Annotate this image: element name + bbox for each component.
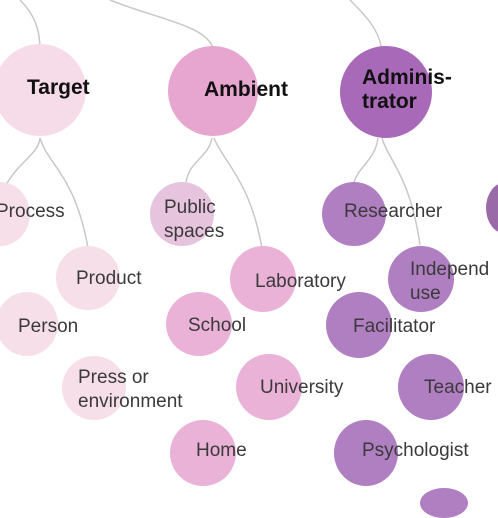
label-product: Product: [76, 268, 142, 289]
node-school: [166, 292, 232, 356]
node-target: [0, 44, 86, 136]
node-public-spaces: [150, 182, 214, 246]
node-independent-use: [388, 246, 454, 312]
node-person: [0, 292, 58, 356]
label-ambient: Ambient: [204, 78, 288, 101]
connector-line: [19, 0, 41, 51]
label-psychologist: Psychologist: [362, 440, 469, 461]
connector-line: [185, 137, 213, 183]
node-laboratory: [230, 246, 296, 312]
node-psychologist: [334, 420, 398, 486]
connector-line: [213, 137, 263, 249]
label-researcher: Researcher: [344, 201, 443, 222]
label-laboratory: Laboratory: [255, 271, 346, 292]
node-university: [236, 354, 302, 420]
node-teacher: [398, 354, 464, 420]
node-partial-bottom: [420, 488, 468, 518]
label-independent-use: Independ use: [410, 259, 490, 304]
label-university: University: [260, 377, 344, 398]
node-researcher: [322, 182, 386, 246]
label-school: School: [188, 315, 247, 336]
connector-lines: [5, 0, 421, 249]
node-partial-right: [486, 182, 498, 234]
label-process: Process: [0, 201, 65, 222]
label-home: Home: [196, 440, 247, 461]
connector-line: [109, 0, 214, 49]
node-product: [56, 246, 120, 310]
connector-line: [5, 137, 41, 186]
label-press: Press or environment: [78, 367, 183, 412]
label-facilitator: Facilitator: [353, 316, 436, 337]
label-public-spaces: Public spaces: [164, 197, 225, 242]
connector-line: [353, 137, 379, 183]
connector-line: [349, 0, 383, 53]
node-press: [62, 356, 126, 420]
connector-line: [39, 137, 89, 249]
node-ambient: [168, 46, 258, 136]
label-person: Person: [18, 316, 79, 337]
label-teacher: Teacher: [424, 377, 492, 398]
node-facilitator: [326, 292, 392, 358]
label-administrator: Adminis- trator: [362, 66, 452, 113]
node-administrator: [340, 46, 432, 138]
node-home: [170, 420, 236, 486]
connector-line: [381, 137, 421, 246]
label-target: Target: [27, 76, 90, 99]
